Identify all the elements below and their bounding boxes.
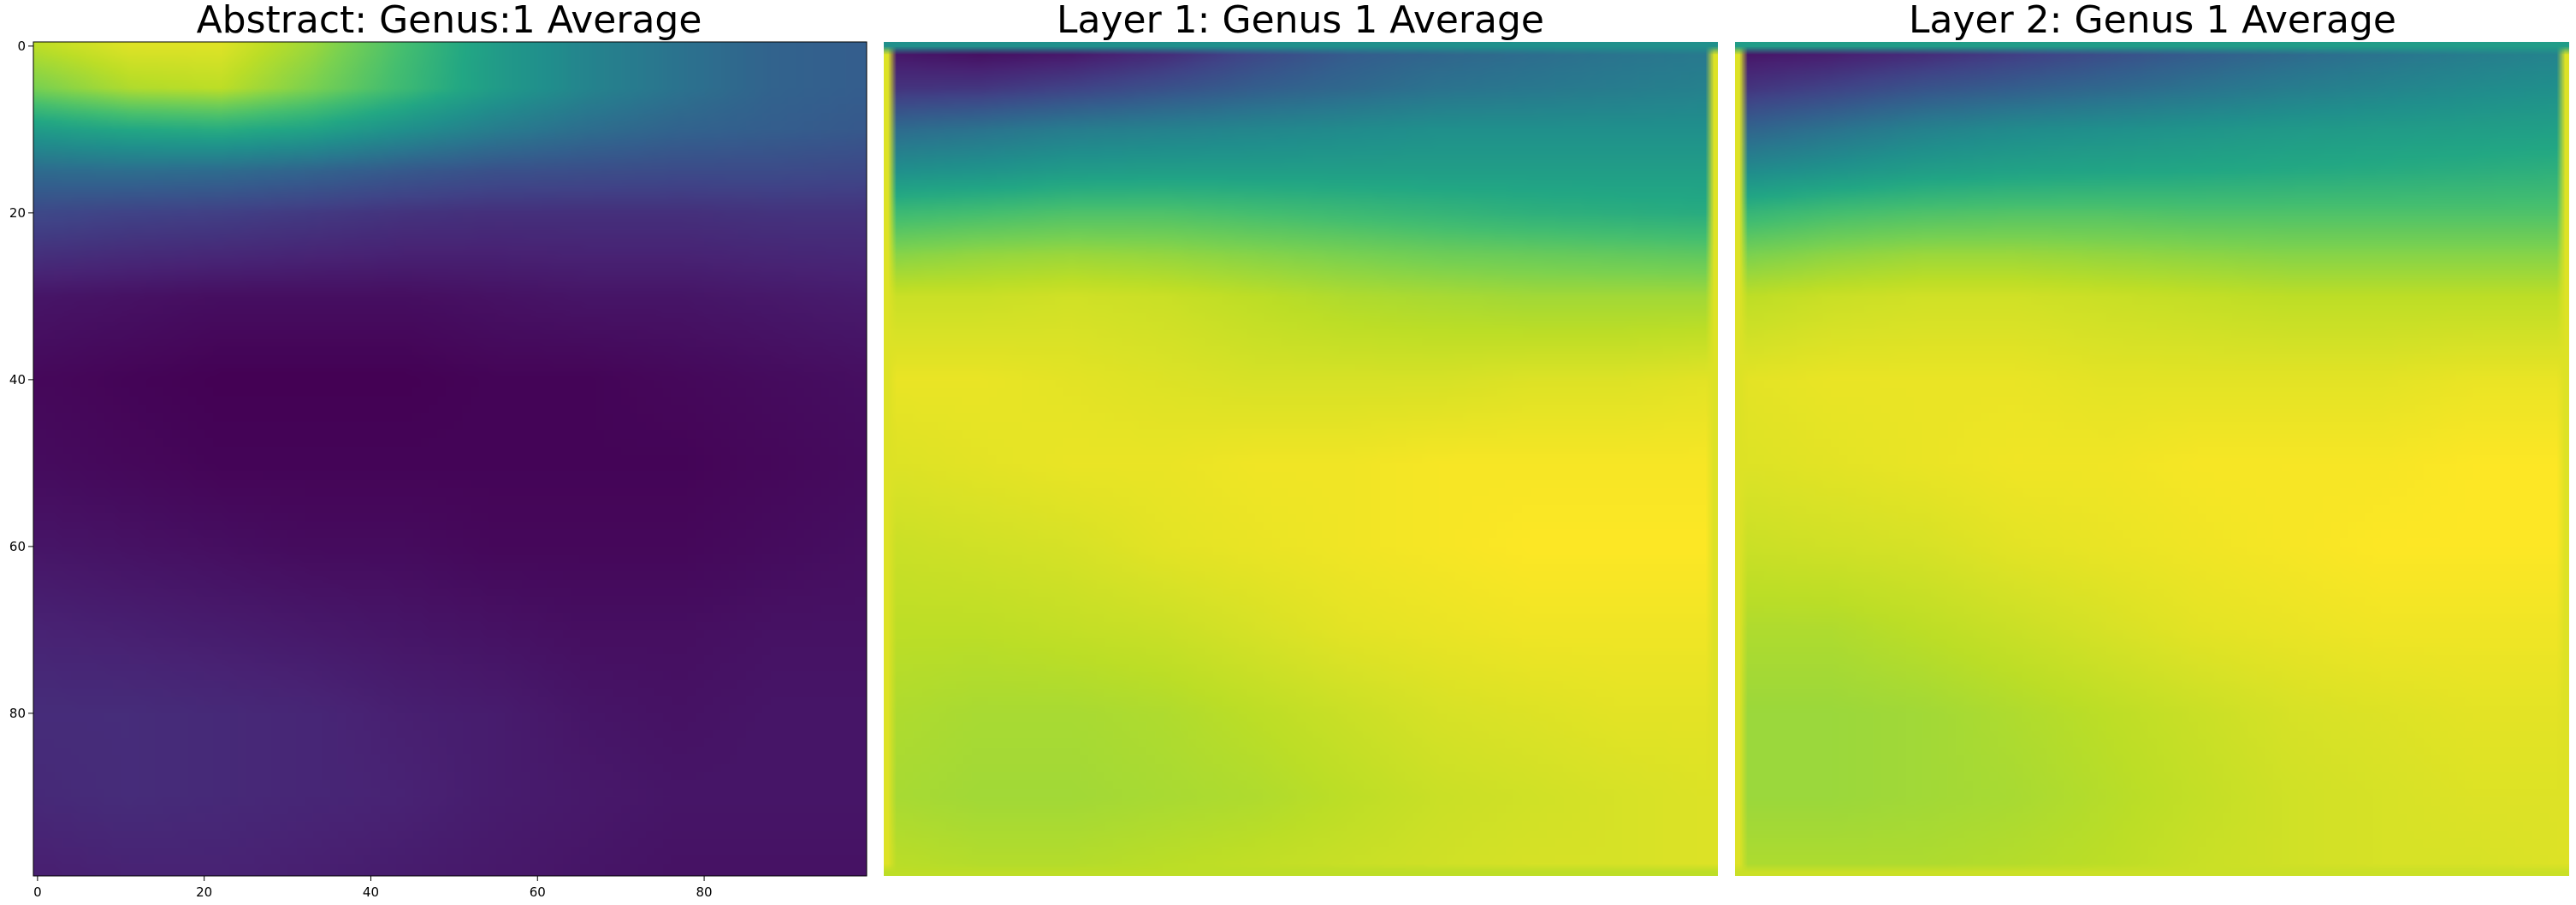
y-tick-label: 60 [9,539,26,554]
x-tick-label: 0 [33,884,42,900]
y-tick-label: 80 [9,706,26,721]
heatmap-abstract [33,42,867,876]
heatmap-layer1 [884,42,1718,876]
x-tick-label: 60 [530,884,546,900]
axes-frame [33,41,868,877]
chart-title: Layer 2: Genus 1 Average [1909,0,2396,42]
x-tick-label: 80 [696,884,713,900]
x-tick-label: 20 [196,884,212,900]
x-tick-label: 40 [363,884,379,900]
chart-title: Layer 1: Genus 1 Average [1057,0,1544,42]
y-tick-label: 20 [9,205,26,221]
heatmap-layer2 [1735,42,2569,876]
y-tick-label: 0 [17,38,26,54]
chart-title: Abstract: Genus:1 Average [196,0,702,42]
y-tick-label: 40 [9,372,26,387]
